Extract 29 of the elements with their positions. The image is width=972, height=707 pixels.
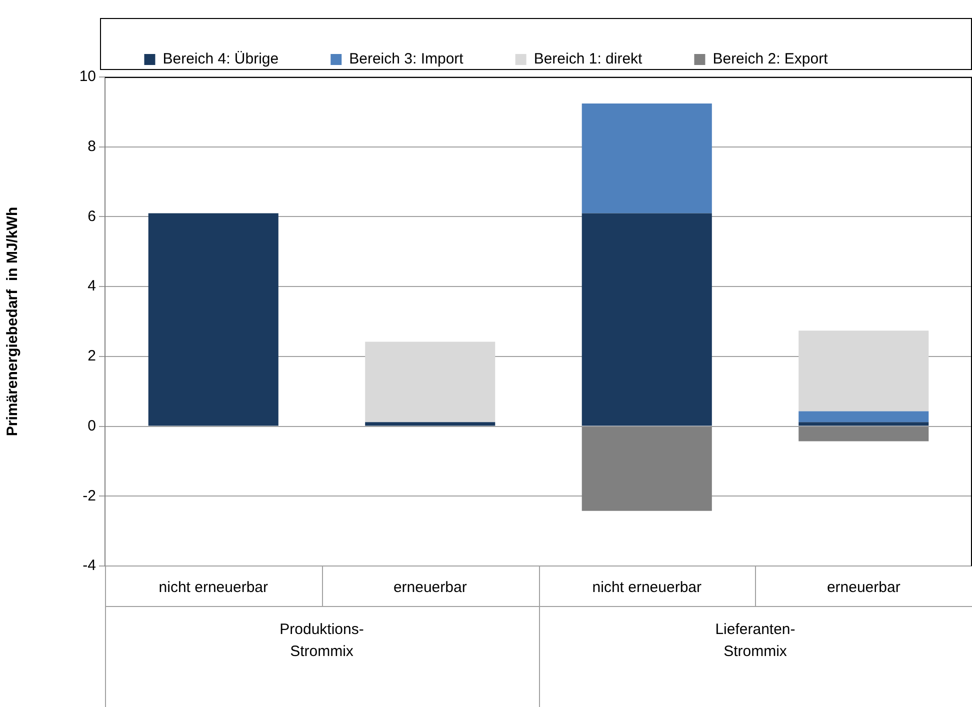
legend-label: Bereich 2: Export <box>712 50 829 68</box>
text: Lieferanten-Strommix <box>715 621 796 660</box>
y-tick-label: 2 <box>88 348 96 365</box>
y-tick-label: 8 <box>88 138 96 155</box>
y-axis-title: Primärenergiebedarf in MJ/kWh <box>4 206 22 436</box>
bar <box>365 422 496 426</box>
text: Produktions-Strommix <box>280 621 364 660</box>
bar <box>582 104 712 214</box>
bar <box>582 426 712 511</box>
bar <box>798 426 929 442</box>
bar <box>798 330 929 412</box>
y-tick-label: -2 <box>82 487 96 504</box>
y-tick-label: 4 <box>88 278 96 295</box>
x-tick-label: erneuerbar <box>826 579 900 596</box>
bar <box>148 213 278 426</box>
bar <box>798 411 929 422</box>
legend-label: Bereich 3: Import <box>349 50 464 68</box>
y-tick-label: 10 <box>79 68 96 86</box>
y-tick-label: 0 <box>88 417 96 434</box>
legend-label: Bereich 4: Übrige <box>162 50 279 68</box>
x-tick-label: erneuerbar <box>393 579 467 596</box>
legend-label: Bereich 1: direkt <box>534 50 644 68</box>
x-tick-label: nicht erneuerbar <box>592 579 702 596</box>
bar <box>582 213 712 426</box>
y-tick-label: -4 <box>82 557 96 574</box>
x-tick-label: nicht erneuerbar <box>158 579 268 596</box>
bar <box>798 422 929 426</box>
bar <box>365 342 496 422</box>
y-tick-label: 6 <box>88 208 96 225</box>
